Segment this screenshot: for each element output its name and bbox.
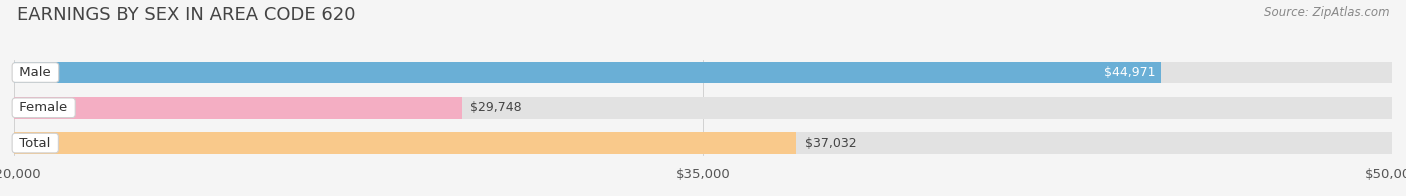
Bar bbox=[14, 62, 1392, 83]
Text: Female: Female bbox=[15, 101, 72, 114]
Text: $44,971: $44,971 bbox=[1104, 66, 1156, 79]
Bar bbox=[14, 62, 1161, 83]
Text: EARNINGS BY SEX IN AREA CODE 620: EARNINGS BY SEX IN AREA CODE 620 bbox=[17, 6, 356, 24]
Bar bbox=[14, 132, 796, 154]
Bar bbox=[14, 97, 1392, 119]
Text: $37,032: $37,032 bbox=[804, 137, 856, 150]
Text: Total: Total bbox=[15, 137, 55, 150]
Bar bbox=[14, 132, 1392, 154]
Bar bbox=[14, 97, 461, 119]
Text: $29,748: $29,748 bbox=[470, 101, 522, 114]
Text: Source: ZipAtlas.com: Source: ZipAtlas.com bbox=[1264, 6, 1389, 19]
Text: Male: Male bbox=[15, 66, 55, 79]
